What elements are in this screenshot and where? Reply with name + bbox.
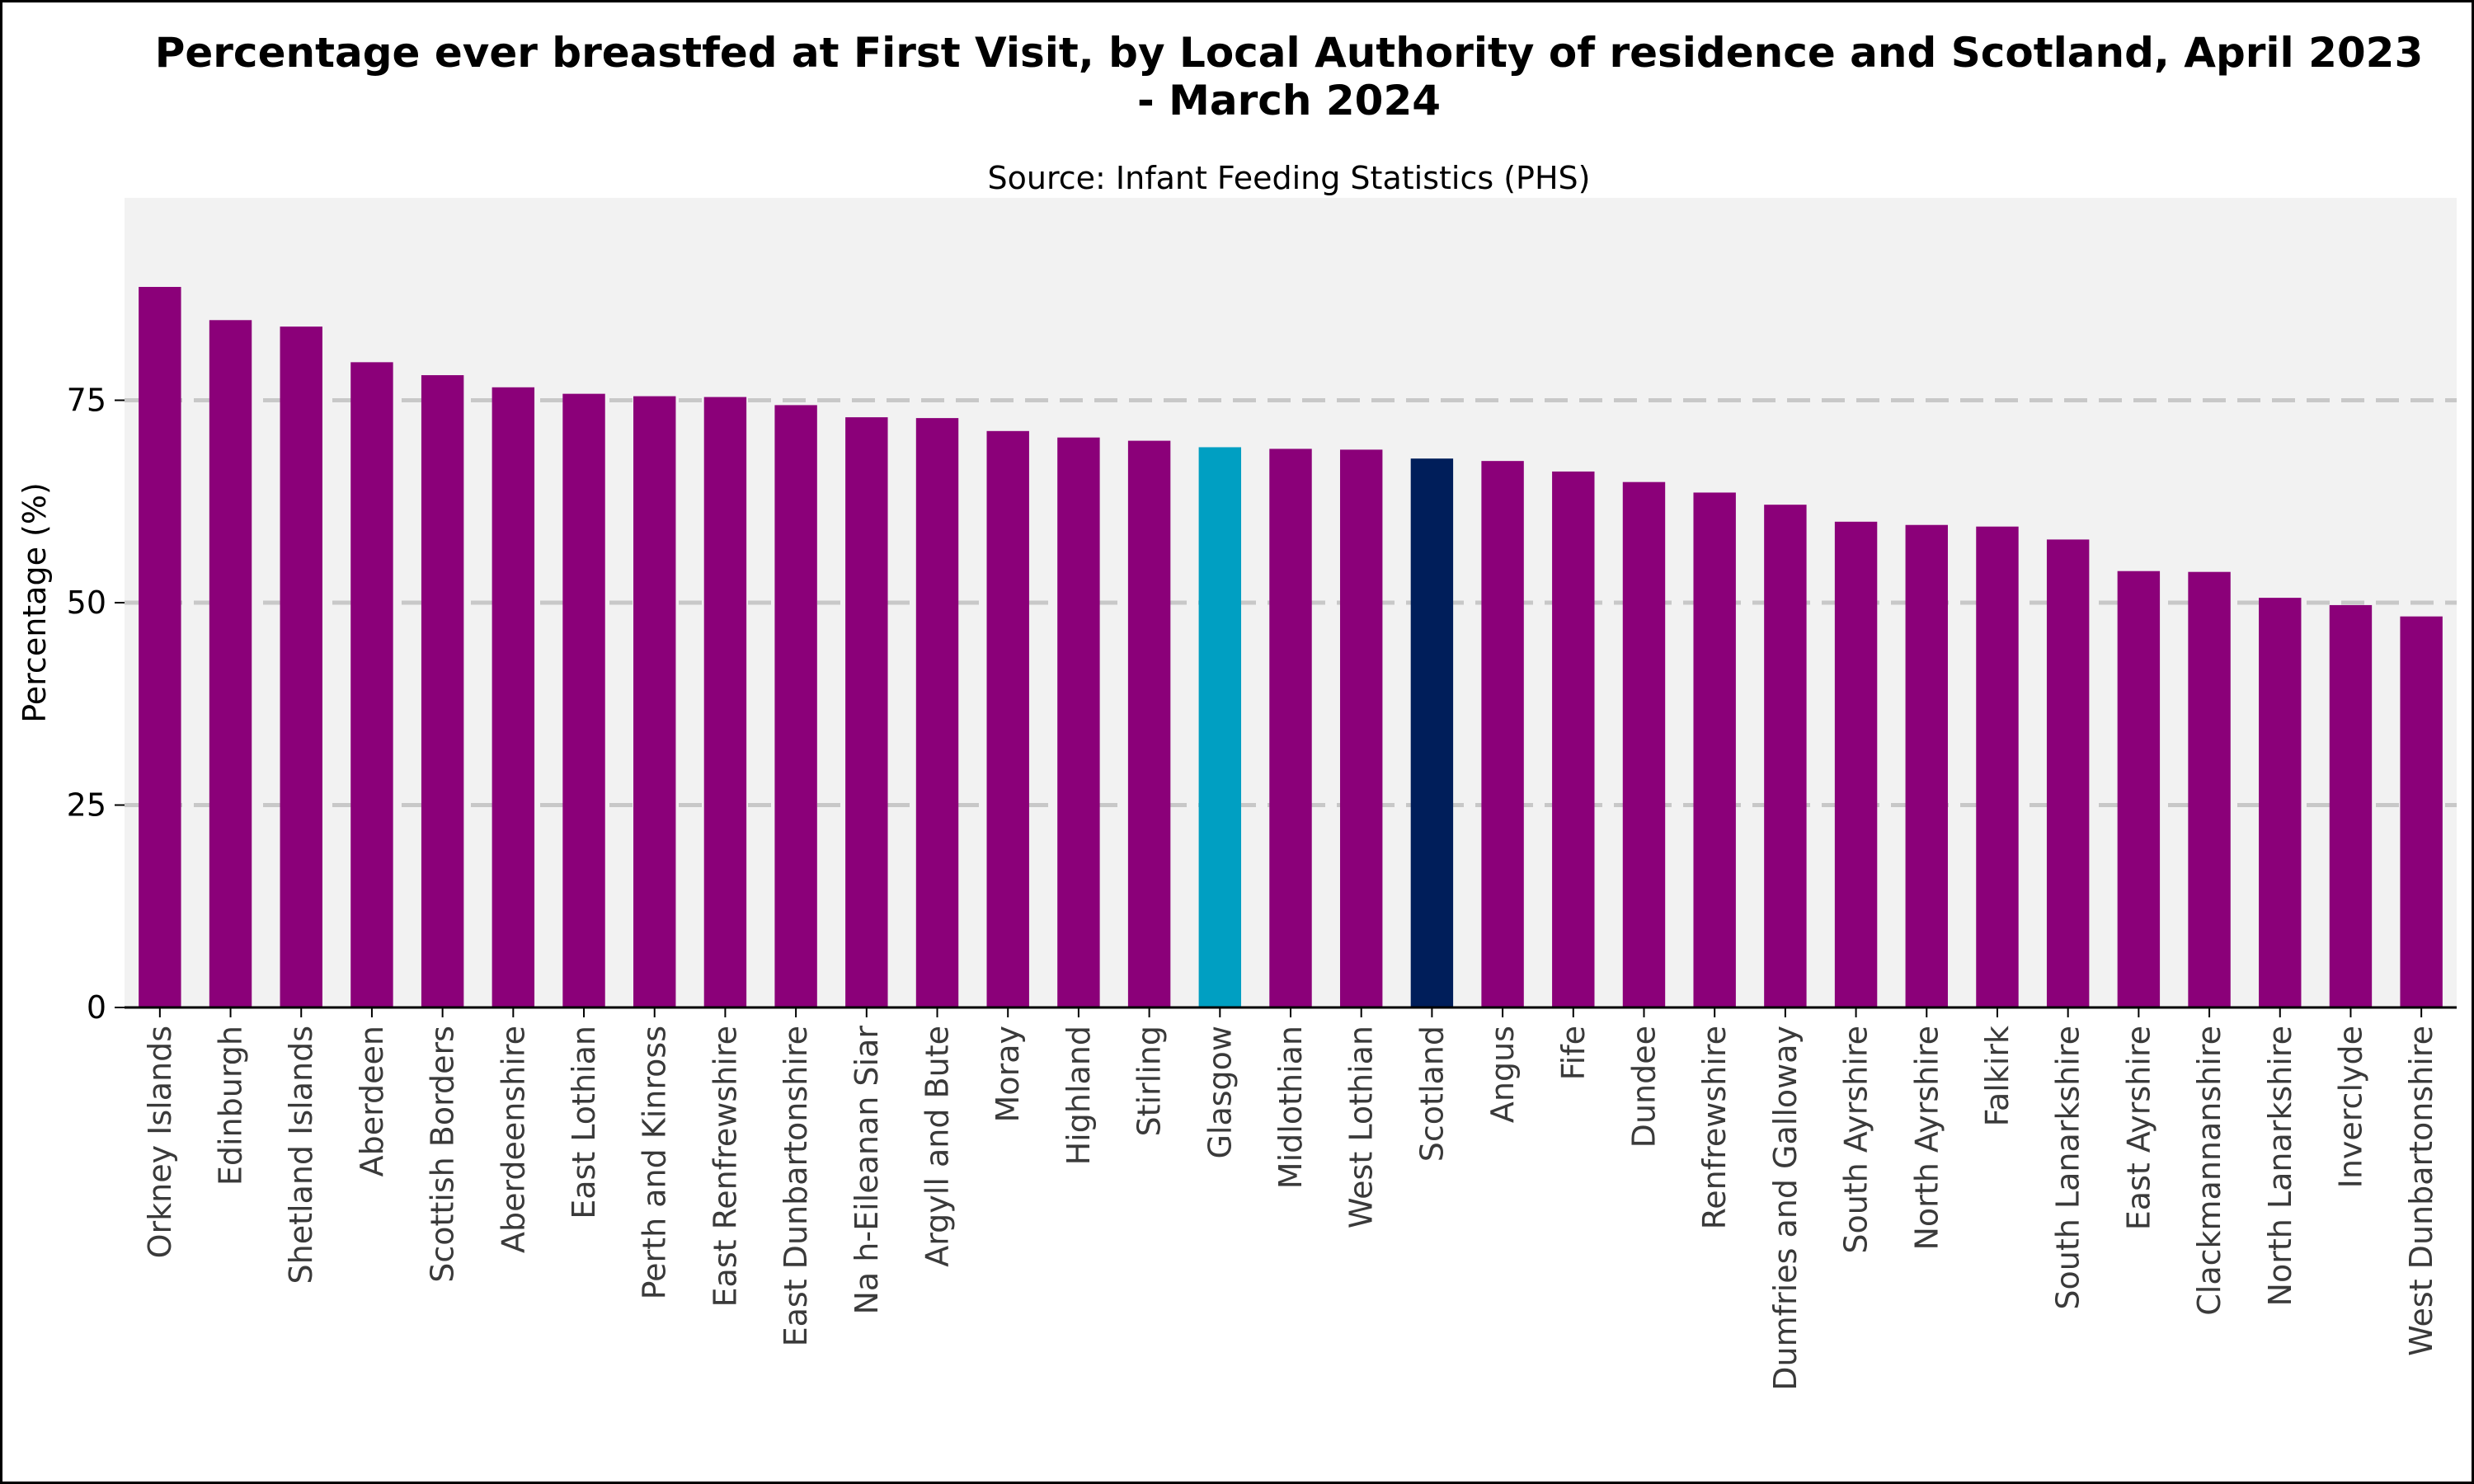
x-tick-label: Shetland Islands: [283, 1026, 319, 1284]
x-tick-label: South Ayrshire: [1838, 1026, 1874, 1254]
bar-moray: [986, 430, 1029, 1007]
bar-glasgow: [1198, 447, 1242, 1007]
x-tick-label: South Lanarkshire: [2050, 1026, 2086, 1310]
bar-west-dunbartonshire: [2400, 616, 2443, 1007]
bar-fife: [1552, 471, 1595, 1007]
bar-north-lanarkshire: [2259, 598, 2302, 1007]
x-tick-label: East Dunbartonshire: [778, 1026, 814, 1346]
bar-edinburgh: [209, 320, 252, 1008]
x-tick-label: Aberdeenshire: [495, 1026, 531, 1253]
x-tick-label: Highland: [1061, 1026, 1097, 1165]
x-tick-label: Clackmannanshire: [2191, 1026, 2227, 1316]
x-tick-label: North Lanarkshire: [2262, 1026, 2298, 1306]
x-axis-ticks: Orkney Islands Edinburgh Shetland Islands A…: [142, 1007, 2439, 1391]
x-tick-label: Glasgow: [1202, 1026, 1238, 1159]
bar-angus: [1481, 461, 1524, 1007]
bar-east-ayrshire: [2117, 571, 2161, 1007]
bar-east-dunbartonshire: [774, 405, 817, 1008]
x-tick-label: Dundee: [1625, 1026, 1662, 1148]
chart-title-line-2: - March 2024: [1137, 77, 1441, 124]
bar-na-h-eileanan-siar: [845, 417, 888, 1007]
x-tick-label: Angus: [1484, 1026, 1521, 1123]
bar-falkirk: [1976, 526, 2019, 1007]
y-tick-label: 50: [67, 585, 106, 621]
chart-subtitle: Source: Infant Feeding Statistics (PHS): [988, 160, 1591, 196]
bar-clackmannanshire: [2188, 571, 2231, 1007]
x-tick-label: Na h-Eileanan Siar: [849, 1026, 885, 1315]
x-tick-label: Inverclyde: [2332, 1026, 2368, 1188]
x-tick-label: Scotland: [1413, 1026, 1450, 1162]
x-tick-label: Argyll and Bute: [920, 1026, 956, 1267]
y-tick-label: 0: [87, 989, 106, 1026]
y-tick-label: 25: [67, 787, 106, 824]
bar-east-renfrewshire: [703, 397, 747, 1007]
bar-aberdeenshire: [492, 387, 535, 1008]
x-tick-label: North Ayrshire: [1908, 1026, 1945, 1251]
bar-east-lothian: [562, 393, 605, 1007]
x-tick-label: Dumfries and Galloway: [1767, 1026, 1804, 1391]
bar-aberdeen: [350, 362, 393, 1007]
bar-midlothian: [1269, 448, 1312, 1007]
bar-dumfries-and-galloway: [1764, 505, 1807, 1007]
bar-dundee: [1622, 481, 1666, 1007]
x-tick-label: Orkney Islands: [142, 1026, 178, 1258]
y-tick-label: 75: [67, 383, 106, 419]
x-tick-label: East Renfrewshire: [707, 1026, 743, 1307]
x-tick-label: Renfrewshire: [1696, 1026, 1733, 1229]
x-tick-label: Stirling: [1131, 1026, 1168, 1137]
x-tick-label: Perth and Kinross: [637, 1026, 673, 1299]
bar-renfrewshire: [1693, 492, 1736, 1007]
x-tick-label: East Ayrshire: [2120, 1026, 2157, 1230]
bar-highland: [1057, 437, 1100, 1007]
bar-shetland-islands: [280, 326, 322, 1007]
bar-stirling: [1127, 440, 1171, 1007]
chart-title-line-1: Percentage ever breastfed at First Visit…: [155, 29, 2424, 77]
x-tick-label: Falkirk: [1979, 1026, 2015, 1126]
x-tick-label: Midlothian: [1272, 1026, 1309, 1189]
x-tick-label: Edinburgh: [213, 1026, 249, 1186]
x-tick-label: Fife: [1555, 1026, 1592, 1080]
bar-inverclyde: [2329, 604, 2373, 1007]
x-tick-label: Moray: [990, 1026, 1026, 1122]
x-tick-label: East Lothian: [566, 1026, 602, 1219]
y-axis-label: Percentage (%): [16, 482, 53, 723]
x-tick-label: West Lothian: [1343, 1026, 1380, 1228]
bar-south-lanarkshire: [2046, 539, 2090, 1007]
bar-south-ayrshire: [1834, 521, 1878, 1007]
bar-north-ayrshire: [1905, 524, 1948, 1007]
bar-scotland: [1410, 458, 1454, 1007]
bar-scottish-borders: [421, 375, 464, 1008]
x-tick-label: Aberdeen: [354, 1026, 390, 1176]
bar-west-lothian: [1339, 449, 1383, 1007]
bars: [139, 287, 2443, 1008]
bar-perth-and-kinross: [633, 396, 676, 1008]
bar-orkney-islands: [139, 287, 181, 1007]
x-tick-label: West Dunbartonshire: [2403, 1026, 2439, 1356]
y-axis-ticks: 0 25 50 75: [67, 383, 125, 1026]
x-tick-label: Scottish Borders: [425, 1026, 461, 1283]
bar-argyll-and-bute: [915, 418, 959, 1007]
